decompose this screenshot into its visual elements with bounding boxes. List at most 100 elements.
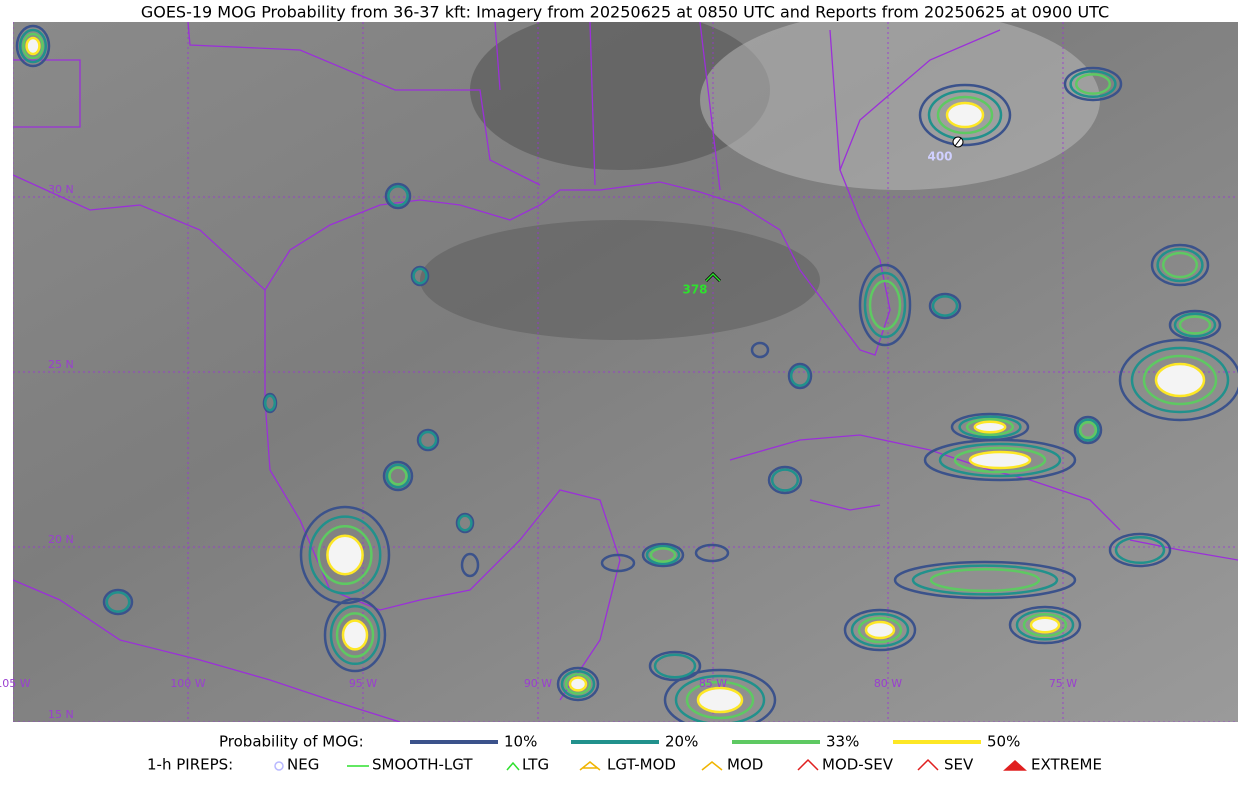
- contour: [958, 415, 1022, 439]
- lat-label: 30 N: [48, 183, 74, 196]
- contour: [787, 362, 813, 390]
- lat-label: 20 N: [48, 533, 74, 546]
- contour: [953, 446, 1047, 474]
- contour: [564, 673, 592, 695]
- legend-label: 33%: [826, 733, 859, 751]
- contour: [1154, 362, 1206, 398]
- contour: [893, 560, 1077, 600]
- contour: [1029, 616, 1061, 634]
- contour: [25, 36, 41, 56]
- legend-label: 50%: [987, 733, 1020, 751]
- contour: [696, 686, 744, 714]
- legend-label: MOD-SEV: [822, 756, 894, 774]
- legend-title: 1-h PIREPS:: [147, 756, 233, 774]
- contour: [858, 263, 912, 347]
- contour: [770, 468, 800, 492]
- legend: Probability of MOG: 1-h PIREPS: 10% 20% 33…: [147, 733, 1102, 774]
- legend-label: SEV: [944, 756, 974, 774]
- contour: [385, 463, 411, 489]
- contour: [1078, 420, 1098, 440]
- contour: [1142, 354, 1218, 406]
- contour: [945, 101, 985, 129]
- contour: [387, 185, 409, 207]
- contour: [789, 365, 811, 387]
- legend-label: NEG: [287, 756, 319, 774]
- lon-label: 80 W: [874, 677, 902, 690]
- lon-label: 75 W: [1049, 677, 1077, 690]
- contour: [863, 271, 907, 339]
- lat-label: 15 N: [48, 708, 74, 721]
- contour: [918, 83, 1012, 147]
- contour: [685, 680, 755, 720]
- title: GOES-19 MOG Probability from 36-37 kft: …: [141, 3, 1109, 22]
- contour: [850, 612, 910, 648]
- contour: [308, 515, 382, 595]
- contour: [973, 420, 1007, 434]
- contour: [22, 32, 44, 60]
- contour: [460, 552, 480, 578]
- contour: [323, 597, 387, 673]
- contour: [568, 676, 588, 692]
- contour: [1130, 346, 1230, 414]
- contour: [416, 428, 440, 452]
- contour: [929, 567, 1041, 593]
- contour: [102, 588, 134, 616]
- contour: [938, 442, 1062, 478]
- contour: [341, 619, 369, 651]
- legend-label: LGT-MOD: [607, 756, 676, 774]
- legend-label: SMOOTH-LGT: [372, 756, 473, 774]
- contour: [329, 604, 381, 666]
- lon-label: 105 W: [0, 677, 31, 690]
- contour: [1076, 418, 1100, 442]
- contour: [931, 295, 959, 317]
- contour: [968, 450, 1032, 470]
- contour: [335, 612, 375, 658]
- contour: [1015, 609, 1075, 641]
- contour: [1022, 612, 1068, 638]
- legend-label: LTG: [522, 756, 549, 774]
- contour: [1173, 312, 1217, 338]
- contour: [317, 524, 373, 586]
- map: 378 400: [13, 22, 1238, 722]
- contour: [645, 544, 681, 566]
- contour: [560, 669, 596, 699]
- contour: [1150, 243, 1210, 287]
- contour: [1073, 415, 1103, 445]
- contour: [1168, 309, 1222, 341]
- legend-label: MOD: [727, 756, 763, 774]
- legend-label: 20%: [665, 733, 698, 751]
- contour: [1156, 247, 1204, 283]
- lat-label: 25 N: [48, 358, 74, 371]
- contour: [388, 466, 408, 486]
- contour: [1108, 532, 1172, 568]
- contour: [911, 564, 1059, 596]
- legend-label: EXTREME: [1031, 756, 1102, 774]
- contour: [1161, 251, 1199, 279]
- contour: [455, 512, 475, 534]
- contour: [674, 674, 766, 722]
- report-label: 400: [927, 150, 952, 164]
- legend-label: 10%: [504, 733, 537, 751]
- contour: [1063, 66, 1123, 102]
- contour: [1118, 338, 1238, 422]
- contour: [750, 341, 770, 359]
- contour: [927, 89, 1003, 141]
- contour: [653, 653, 697, 679]
- contour: [263, 394, 277, 412]
- contour: [326, 534, 364, 576]
- contour: [694, 543, 730, 563]
- contour: [384, 182, 412, 210]
- contour: [418, 430, 438, 450]
- contour: [936, 95, 994, 135]
- contour: [950, 412, 1030, 442]
- contour: [965, 417, 1015, 437]
- contour: [663, 668, 777, 722]
- contour: [382, 460, 414, 492]
- contour: [556, 666, 600, 702]
- contour: [1178, 315, 1212, 335]
- contour: [857, 616, 903, 644]
- contour: [18, 28, 48, 64]
- contour: [1069, 69, 1117, 99]
